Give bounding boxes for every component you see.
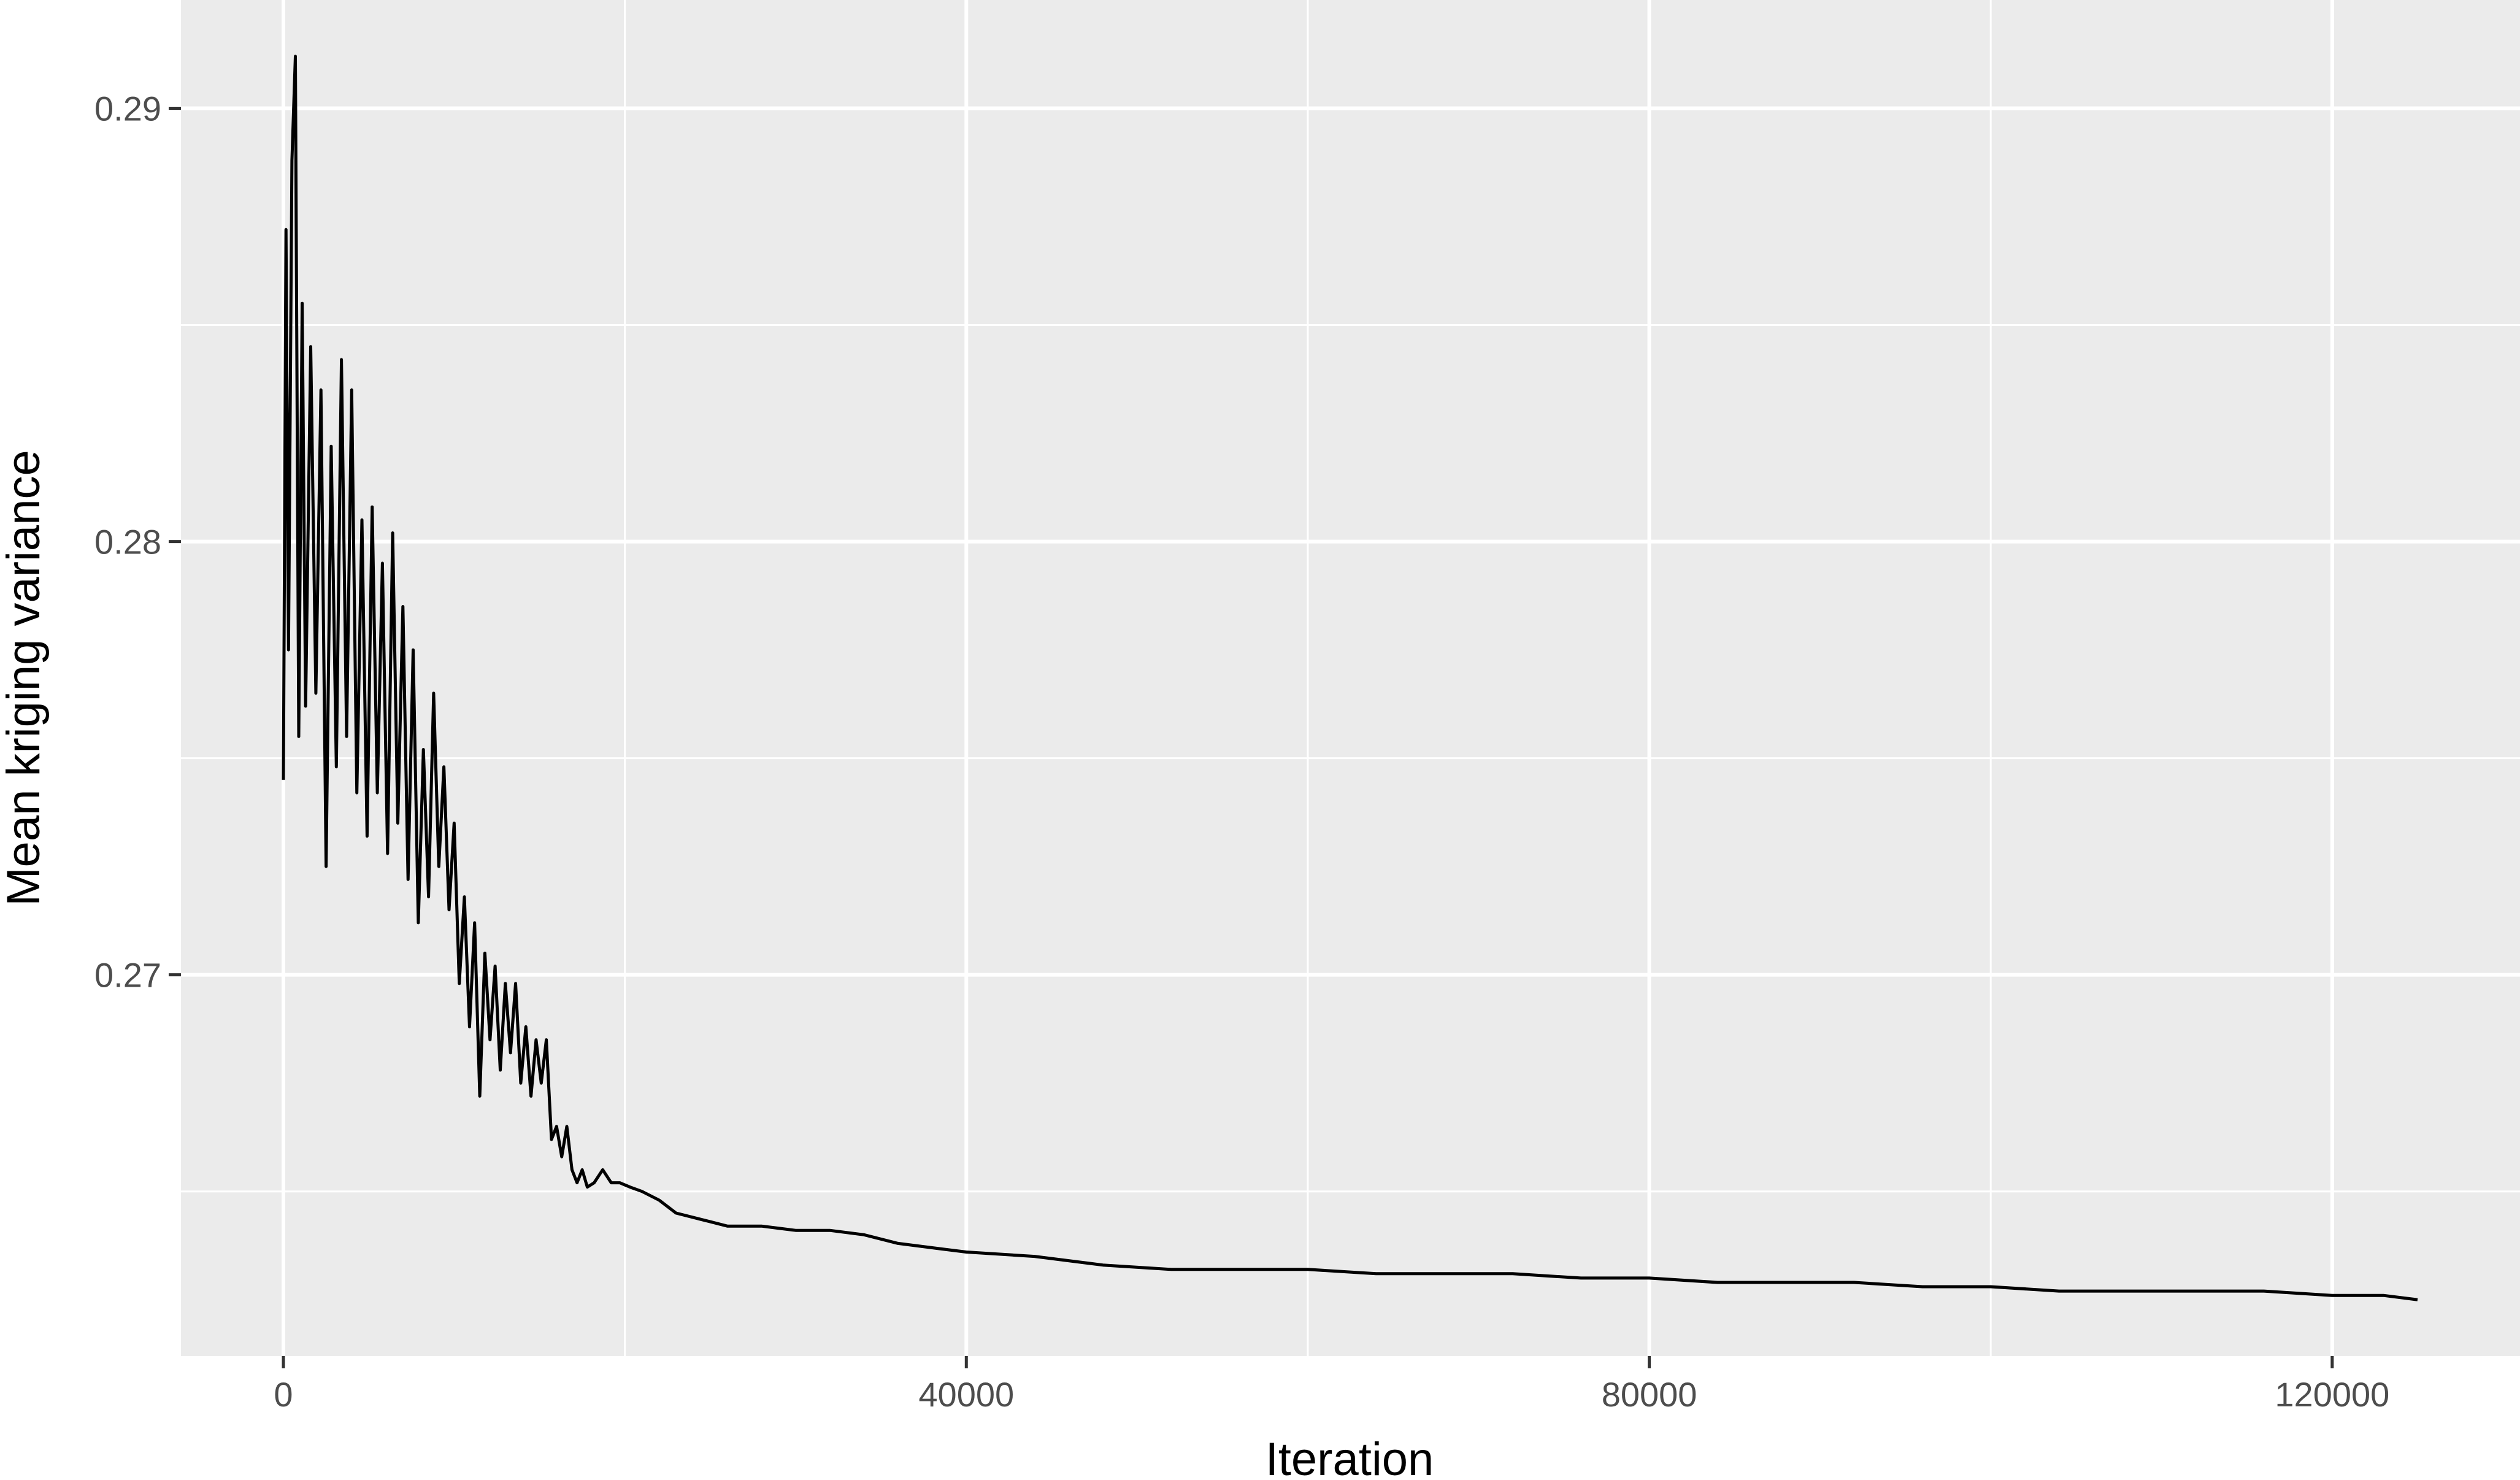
y-tick-label-2: 0.29	[94, 90, 161, 128]
x-tick-label-0: 0	[274, 1375, 293, 1414]
y-axis: 0.27 0.28 0.29	[94, 90, 181, 995]
x-tick-label-1: 40000	[918, 1375, 1014, 1414]
y-tick-label-1: 0.28	[94, 523, 161, 561]
plot-panel	[181, 0, 2520, 1356]
y-axis-title: Mean kriging variance	[0, 450, 50, 906]
x-axis: 0 40000 80000 120000	[274, 1356, 2389, 1414]
y-tick-label-0: 0.27	[94, 956, 161, 995]
x-tick-label-3: 120000	[2275, 1375, 2389, 1414]
x-tick-label-2: 80000	[1602, 1375, 1697, 1414]
x-axis-title: Iteration	[1266, 1433, 1434, 1480]
